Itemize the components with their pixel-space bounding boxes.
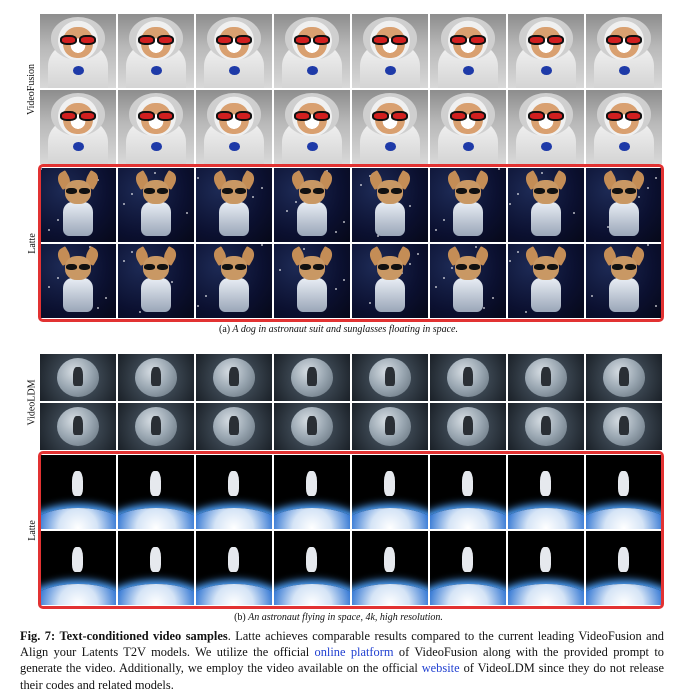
video-frame-chihuahua-space [118, 168, 194, 242]
video-frame-chihuahua-space [40, 244, 116, 318]
videoldm-frames [40, 354, 662, 450]
video-frame-chihuahua-space [508, 244, 584, 318]
video-frame-astronaut-bubble [196, 403, 272, 450]
video-frame-dog-astronaut [586, 90, 662, 164]
video-frame-astronaut-earth [586, 531, 662, 605]
video-frame-astronaut-bubble [430, 354, 506, 401]
video-frame-astronaut-earth [430, 531, 506, 605]
video-frame-chihuahua-space [118, 244, 194, 318]
video-frame-astronaut-bubble [586, 403, 662, 450]
video-frame-dog-astronaut [274, 14, 350, 88]
video-frame-chihuahua-space [196, 168, 272, 242]
caption-text-1: . Latte achieves comparable results comp… [20, 629, 664, 660]
subcaption-b: (b) An astronaut flying in space, 4k, hi… [234, 612, 443, 623]
video-frame-astronaut-earth [118, 531, 194, 605]
video-frame-astronaut-earth [352, 531, 428, 605]
video-frame-astronaut-earth [508, 531, 584, 605]
video-frame-chihuahua-space [430, 168, 506, 242]
video-frame-chihuahua-space [40, 168, 116, 242]
video-frame-chihuahua-space [586, 168, 662, 242]
video-frame-astronaut-bubble [118, 354, 194, 401]
video-frame-chihuahua-space [508, 168, 584, 242]
video-frame-astronaut-earth [274, 531, 350, 605]
video-frame-astronaut-bubble [274, 354, 350, 401]
figure-title: Text-conditioned video samples [59, 629, 228, 643]
video-frame-dog-astronaut [196, 14, 272, 88]
video-frame-astronaut-bubble [40, 354, 116, 401]
video-frame-chihuahua-space [586, 244, 662, 318]
video-frame-dog-astronaut [274, 90, 350, 164]
video-frame-dog-astronaut [352, 14, 428, 88]
website-link[interactable]: website [421, 661, 460, 676]
video-frame-dog-astronaut [508, 90, 584, 164]
video-frame-astronaut-earth [274, 455, 350, 529]
video-frame-astronaut-bubble [352, 354, 428, 401]
video-frame-astronaut-bubble [196, 354, 272, 401]
video-frame-chihuahua-space [430, 244, 506, 318]
video-frame-chihuahua-space [352, 244, 428, 318]
video-frame-astronaut-bubble [508, 354, 584, 401]
video-frame-astronaut-bubble [586, 354, 662, 401]
video-frame-astronaut-earth [430, 455, 506, 529]
video-frame-astronaut-earth [586, 455, 662, 529]
video-frame-dog-astronaut [430, 14, 506, 88]
row-label-videofusion: VideoFusion [26, 63, 38, 115]
video-frame-chihuahua-space [352, 168, 428, 242]
video-frame-astronaut-earth [508, 455, 584, 529]
video-frame-astronaut-earth [352, 455, 428, 529]
video-frame-dog-astronaut [196, 90, 272, 164]
row-label-videoldm: VideoLDM [26, 378, 38, 426]
row-label-latte-a: Latte [26, 232, 38, 254]
online-platform-link[interactable]: online platform [314, 645, 394, 660]
caption-text-3: of VideoLDM since they do not release th… [20, 661, 664, 692]
video-frame-astronaut-bubble [430, 403, 506, 450]
video-frame-astronaut-earth [40, 455, 116, 529]
video-frame-dog-astronaut [508, 14, 584, 88]
videofusion-frames [40, 14, 662, 164]
caption-text-2: of VideoFusion along with the provided p… [20, 645, 665, 676]
figure-label: Fig. 7 [20, 629, 51, 643]
video-frame-astronaut-bubble [352, 403, 428, 450]
video-frame-dog-astronaut [40, 14, 116, 88]
video-frame-dog-astronaut [118, 90, 194, 164]
video-frame-astronaut-earth [40, 531, 116, 605]
latte-dog-frames [40, 168, 662, 318]
video-frame-dog-astronaut [430, 90, 506, 164]
subcaption-a: (a) A dog in astronaut suit and sunglass… [218, 324, 458, 335]
video-frame-astronaut-earth [196, 531, 272, 605]
video-frame-chihuahua-space [196, 244, 272, 318]
video-frame-chihuahua-space [274, 168, 350, 242]
video-frame-chihuahua-space [274, 244, 350, 318]
video-frame-astronaut-bubble [508, 403, 584, 450]
video-frame-astronaut-bubble [40, 403, 116, 450]
video-frame-astronaut-earth [196, 455, 272, 529]
video-frame-astronaut-earth [118, 455, 194, 529]
video-frame-astronaut-bubble [274, 403, 350, 450]
figure-caption: Fig. 7: Text-conditioned video samples. … [20, 629, 665, 692]
video-frame-astronaut-bubble [118, 403, 194, 450]
video-frame-dog-astronaut [586, 14, 662, 88]
video-frame-dog-astronaut [352, 90, 428, 164]
row-label-latte-b: Latte [26, 519, 38, 541]
latte-astronaut-frames [40, 455, 662, 605]
video-frame-dog-astronaut [118, 14, 194, 88]
video-frame-dog-astronaut [40, 90, 116, 164]
